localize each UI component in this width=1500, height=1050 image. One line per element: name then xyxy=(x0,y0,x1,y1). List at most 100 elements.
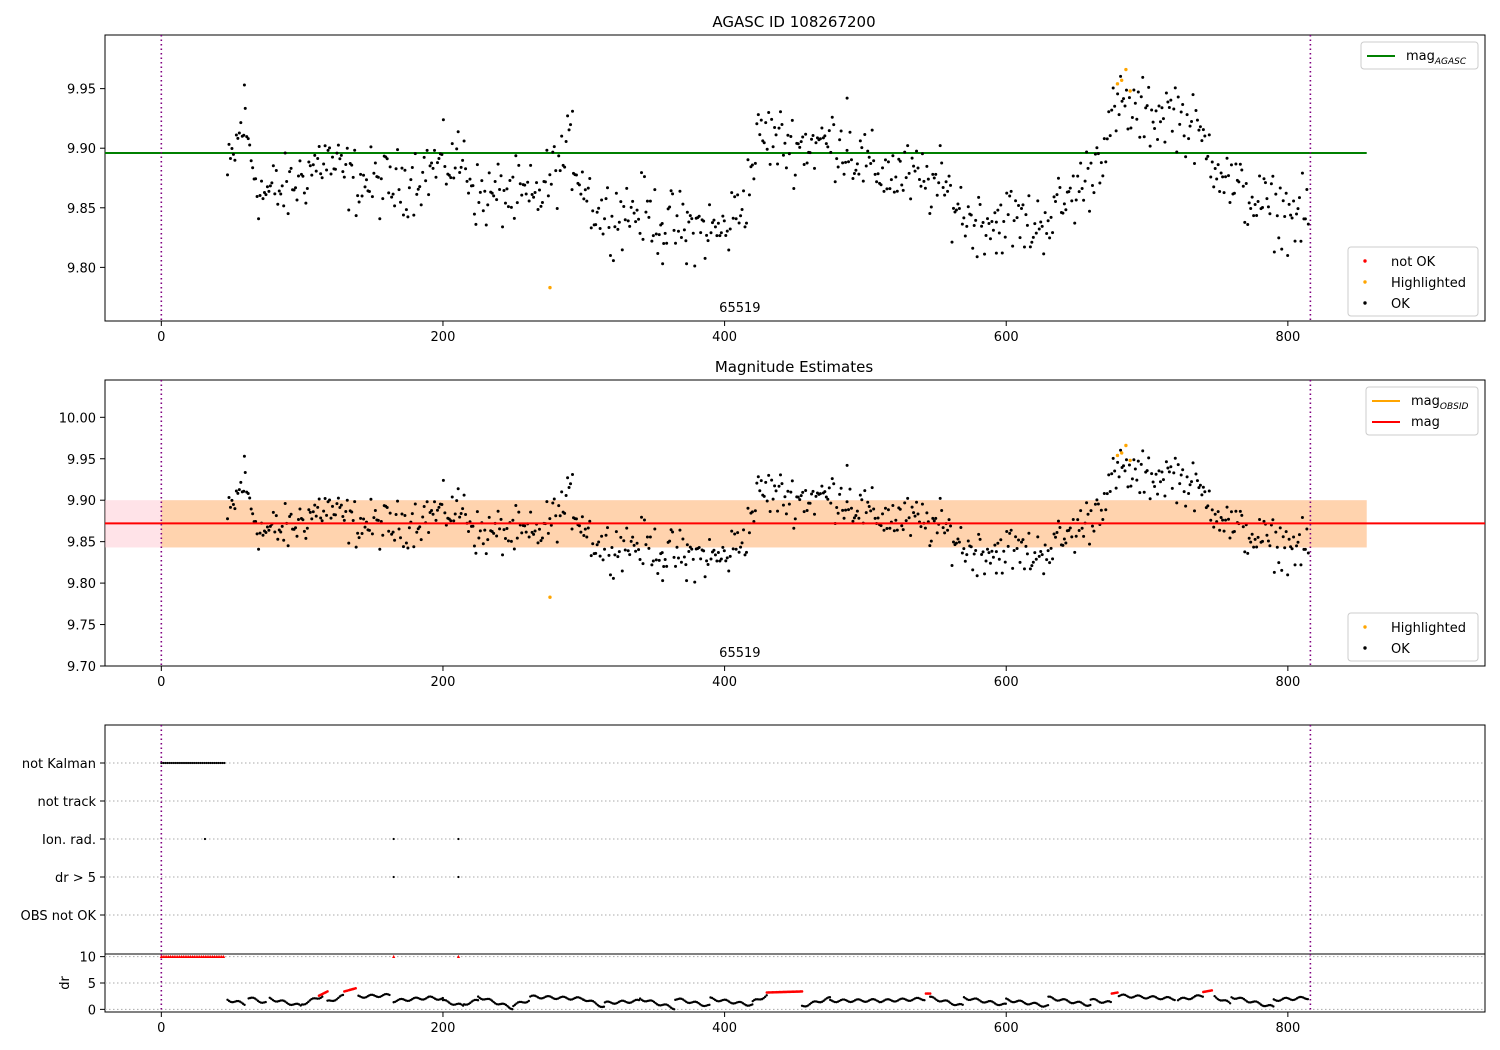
ok-point xyxy=(606,186,610,190)
ok-point xyxy=(421,170,425,174)
ok-point xyxy=(467,191,471,195)
ok-point xyxy=(237,488,241,492)
ok-point xyxy=(654,558,658,562)
ok-point xyxy=(351,518,355,522)
ok-point xyxy=(1009,189,1013,193)
ok-point xyxy=(381,533,385,537)
panel-flags-ytick-label: OBS not OK xyxy=(21,909,97,924)
not-kalman-point xyxy=(172,761,175,765)
not-kalman-point xyxy=(170,761,173,765)
ok-point xyxy=(934,516,938,520)
ok-point xyxy=(379,519,383,523)
ok-point xyxy=(759,479,763,483)
ok-point xyxy=(1052,532,1056,536)
panel-magnitude-estimates-legend-lower-label-0: Highlighted xyxy=(1391,621,1466,636)
ok-point xyxy=(784,166,788,170)
ok-point xyxy=(378,547,382,551)
ok-point xyxy=(778,473,782,477)
ok-point xyxy=(594,551,598,555)
ok-point xyxy=(872,159,876,163)
ok-point xyxy=(1073,550,1077,554)
ok-point xyxy=(231,503,235,507)
ok-point xyxy=(802,510,806,514)
ok-point xyxy=(845,148,849,152)
ok-point xyxy=(317,145,321,149)
ok-point xyxy=(552,145,556,149)
ok-point xyxy=(283,151,287,155)
ok-point xyxy=(966,205,970,209)
ok-point xyxy=(759,118,763,122)
ok-point xyxy=(1222,191,1226,195)
dr-point xyxy=(593,1001,596,1004)
ok-point xyxy=(1150,108,1154,112)
ok-point xyxy=(295,534,299,538)
ok-point xyxy=(1181,102,1185,106)
ok-point xyxy=(793,517,797,521)
ok-point xyxy=(1263,181,1267,185)
panel-magnitude-estimates-ytick-label: 9.95 xyxy=(67,453,96,468)
ok-point xyxy=(1278,526,1282,530)
ok-point xyxy=(1252,214,1256,218)
ok-point xyxy=(985,547,989,551)
ok-point xyxy=(282,204,286,208)
ok-point xyxy=(1046,219,1050,223)
ok-point xyxy=(1148,497,1152,501)
ok-point xyxy=(635,541,639,545)
ok-point xyxy=(577,524,581,528)
ok-point xyxy=(495,198,499,202)
ok-point xyxy=(1119,74,1123,78)
ok-point xyxy=(731,547,735,551)
ok-point xyxy=(282,538,286,542)
ok-point xyxy=(675,545,679,549)
ok-point xyxy=(935,531,939,535)
ok-point xyxy=(1049,546,1053,550)
ok-point xyxy=(1061,543,1065,547)
ok-point xyxy=(1290,216,1294,220)
ok-point xyxy=(681,202,685,206)
ok-point xyxy=(1184,504,1188,508)
ok-point xyxy=(777,126,781,130)
ok-point xyxy=(715,559,719,563)
ok-point xyxy=(1303,217,1307,221)
ok-point xyxy=(294,186,298,190)
ok-point xyxy=(430,161,434,165)
ok-point xyxy=(537,527,541,531)
ok-point xyxy=(415,530,419,534)
ok-point xyxy=(966,539,970,543)
ok-point xyxy=(913,169,917,173)
ok-point xyxy=(271,510,275,514)
ok-point xyxy=(401,545,405,549)
ok-point xyxy=(354,545,358,549)
ok-point xyxy=(285,179,289,183)
ok-point xyxy=(501,553,505,557)
ok-point xyxy=(684,239,688,243)
ok-point xyxy=(323,497,327,501)
ok-point xyxy=(977,195,981,199)
ok-point xyxy=(533,529,537,533)
ok-point xyxy=(632,211,636,215)
ok-point xyxy=(653,188,657,192)
ok-point xyxy=(502,189,506,193)
ok-point xyxy=(1160,470,1164,474)
ok-point xyxy=(801,490,805,494)
ok-point xyxy=(1145,469,1149,473)
ok-point xyxy=(1256,200,1260,204)
ok-point xyxy=(750,510,754,514)
ok-point xyxy=(1287,202,1291,206)
ok-point xyxy=(610,214,614,218)
dr-gt-5-point xyxy=(392,875,395,879)
ok-point xyxy=(774,489,778,493)
ok-point xyxy=(886,508,890,512)
ok-point xyxy=(765,147,769,151)
ok-point xyxy=(685,210,689,214)
ok-point xyxy=(993,211,997,215)
ok-point xyxy=(325,513,329,517)
ok-point xyxy=(341,170,345,174)
ok-point xyxy=(758,489,762,493)
ok-point xyxy=(591,209,595,213)
ok-point xyxy=(909,197,913,201)
ok-point xyxy=(1080,186,1084,190)
ok-point xyxy=(363,185,367,189)
ok-point xyxy=(1274,192,1278,196)
ok-point xyxy=(472,544,476,548)
